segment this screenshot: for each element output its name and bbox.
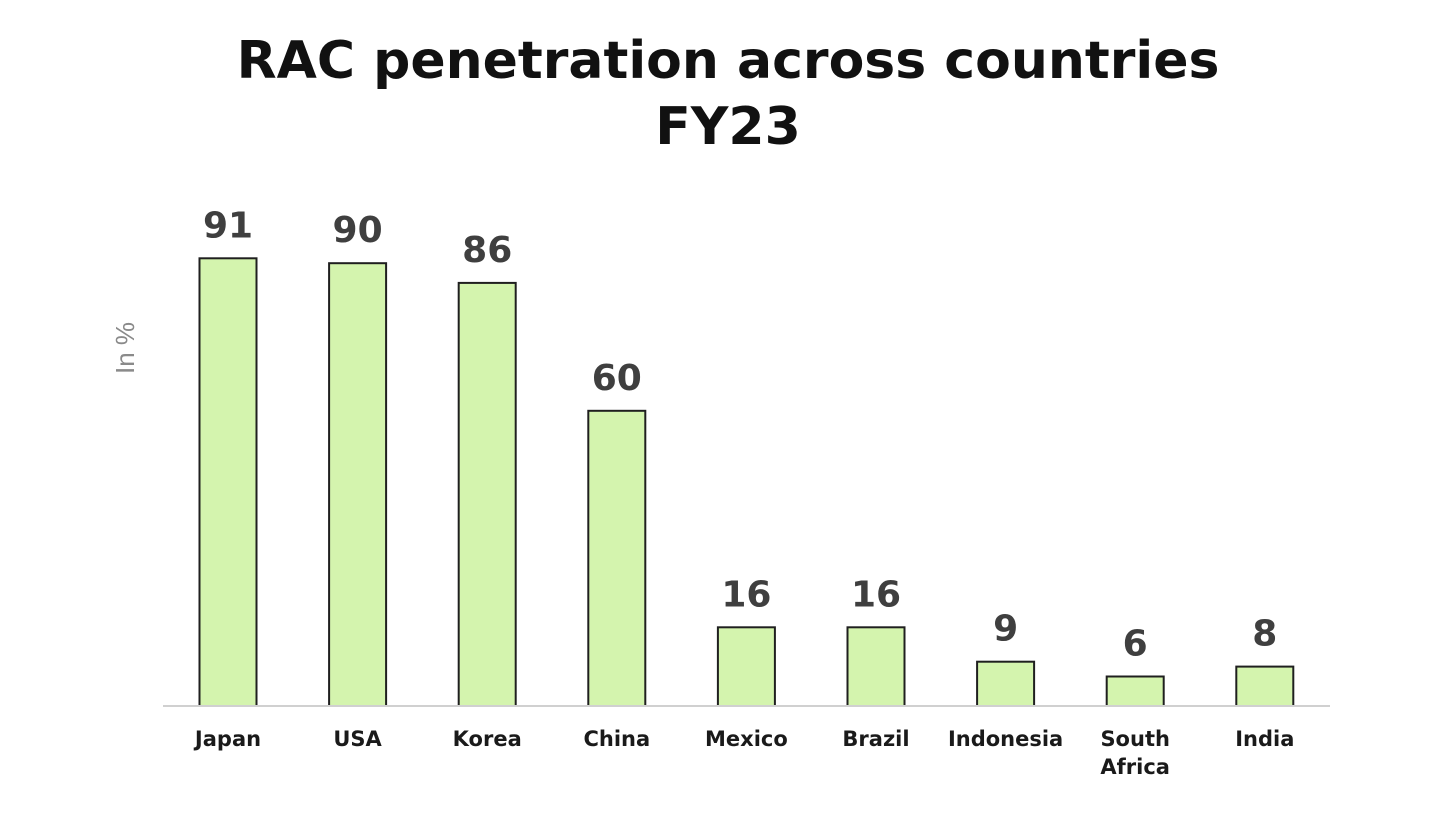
chart-title-line-2: FY23 (655, 97, 801, 157)
category-label-line: South (1100, 727, 1170, 751)
category-label-indonesia: Indonesia (948, 727, 1063, 751)
y-axis-label: In % (110, 322, 140, 374)
bar-indonesia (976, 660, 1036, 708)
labels-layer: 91Japan90USA86Korea60China16Mexico16Braz… (193, 205, 1294, 779)
category-label-line: Mexico (705, 727, 788, 751)
category-label-line: China (583, 727, 650, 751)
value-label-india: 8 (1252, 614, 1277, 655)
bar-mexico (716, 626, 776, 707)
value-label-south-africa: 6 (1123, 624, 1148, 665)
category-label-line: Brazil (842, 727, 909, 751)
value-label-korea: 86 (462, 230, 512, 271)
bar-south-africa (1105, 675, 1165, 707)
category-label-line: India (1235, 727, 1294, 751)
category-label-mexico: Mexico (705, 727, 788, 751)
category-label-korea: Korea (453, 727, 522, 751)
value-label-usa: 90 (333, 210, 383, 251)
chart-title: RAC penetration across countries FY23 (0, 28, 1456, 160)
bar-brazil (846, 626, 906, 707)
bar-japan (198, 257, 258, 707)
category-label-line: Indonesia (948, 727, 1063, 751)
category-label-usa: USA (333, 727, 382, 751)
category-label-south-africa: South Africa (1100, 727, 1170, 779)
value-label-brazil: 16 (851, 574, 901, 615)
category-label-china: China (583, 727, 650, 751)
bar-usa (328, 262, 388, 707)
category-label-brazil: Brazil (842, 727, 909, 751)
value-label-mexico: 16 (721, 574, 771, 615)
value-label-japan: 91 (203, 205, 253, 246)
chart-title-line-1: RAC penetration across countries (236, 31, 1220, 91)
bars-layer (198, 257, 1295, 708)
bar-china (587, 409, 647, 707)
category-label-line: Africa (1100, 755, 1170, 779)
category-label-india: India (1235, 727, 1294, 751)
category-label-line: USA (333, 727, 382, 751)
category-label-line: Korea (453, 727, 522, 751)
value-label-china: 60 (592, 358, 642, 399)
value-label-indonesia: 9 (993, 609, 1018, 650)
bar-korea (457, 281, 517, 707)
category-label-japan: Japan (193, 727, 261, 751)
bar-india (1235, 665, 1295, 707)
category-label-line: Japan (193, 727, 261, 751)
